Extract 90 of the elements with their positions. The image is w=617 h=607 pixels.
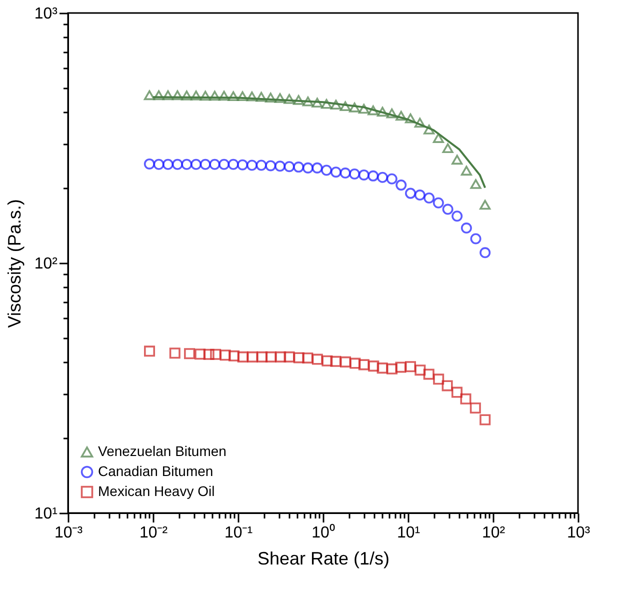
point [218, 90, 230, 101]
point [246, 160, 258, 171]
point [284, 161, 295, 172]
point [181, 90, 192, 100]
point [349, 168, 360, 180]
point [293, 95, 304, 105]
point [200, 158, 211, 170]
point [376, 106, 388, 117]
point [404, 113, 416, 124]
point [368, 105, 379, 116]
y-axis-title: Viscosity (Pa.s.) [4, 199, 24, 328]
point [246, 91, 258, 102]
point [330, 100, 342, 110]
point [460, 166, 472, 176]
point [480, 247, 491, 258]
x-tick-label: 10³ [566, 524, 591, 542]
point [265, 92, 276, 102]
point [190, 90, 202, 100]
point [386, 173, 398, 184]
point [237, 159, 248, 170]
point [376, 172, 388, 183]
point [144, 90, 155, 100]
legend-label: Canadian Bitumen [98, 463, 214, 479]
point [340, 101, 351, 112]
point [153, 90, 164, 100]
point [470, 179, 482, 189]
point [312, 162, 323, 174]
point [181, 158, 192, 170]
point [144, 346, 156, 357]
point [452, 154, 463, 165]
point [190, 158, 202, 170]
point [228, 91, 239, 102]
x-tick-label: 10¹ [396, 524, 420, 542]
point [460, 222, 472, 234]
point [256, 92, 267, 102]
point [237, 91, 248, 102]
point [349, 102, 360, 112]
point [414, 190, 426, 201]
point [396, 180, 407, 191]
point [172, 90, 183, 100]
point [386, 108, 398, 118]
point [209, 158, 220, 170]
point [284, 94, 295, 104]
point [321, 98, 332, 109]
point [218, 158, 230, 170]
point [274, 93, 286, 103]
point [162, 158, 174, 170]
point [368, 170, 379, 182]
point [452, 210, 463, 222]
point [340, 168, 351, 179]
x-tick-label: 10⁰ [312, 524, 336, 542]
point [144, 158, 155, 170]
point [470, 233, 482, 244]
x-tick-label: 10⁻² [139, 524, 168, 542]
point [162, 90, 174, 100]
point [480, 200, 491, 210]
point [442, 204, 454, 215]
point [358, 169, 370, 180]
x-tick-label: 10⁻³ [54, 524, 84, 542]
point [200, 90, 211, 101]
point [302, 96, 314, 106]
point [172, 158, 183, 170]
point [396, 110, 407, 121]
legend-label: Mexican Heavy Oil [98, 483, 215, 499]
point [265, 160, 276, 172]
x-tick-label: 10⁻¹ [224, 524, 253, 542]
point [442, 143, 454, 154]
point [274, 160, 286, 172]
y-tick-label: 10² [34, 256, 58, 272]
point [209, 90, 220, 101]
point [256, 160, 267, 171]
point [321, 164, 332, 176]
legend-label: Venezuelan Bitumen [98, 443, 226, 459]
point [312, 98, 323, 108]
point [358, 104, 370, 114]
x-axis-title: Shear Rate (1/s) [257, 548, 390, 568]
point [424, 192, 435, 204]
point [432, 133, 444, 143]
point [228, 158, 239, 170]
point [404, 188, 416, 199]
point [414, 118, 426, 128]
point [424, 124, 435, 134]
y-tick-label: 10³ [34, 6, 58, 22]
x-tick-label: 10² [482, 524, 506, 542]
point [330, 166, 342, 178]
point [153, 158, 164, 170]
point [432, 197, 444, 208]
y-tick-label: 10¹ [34, 506, 58, 522]
point [293, 162, 304, 173]
point [302, 162, 314, 174]
